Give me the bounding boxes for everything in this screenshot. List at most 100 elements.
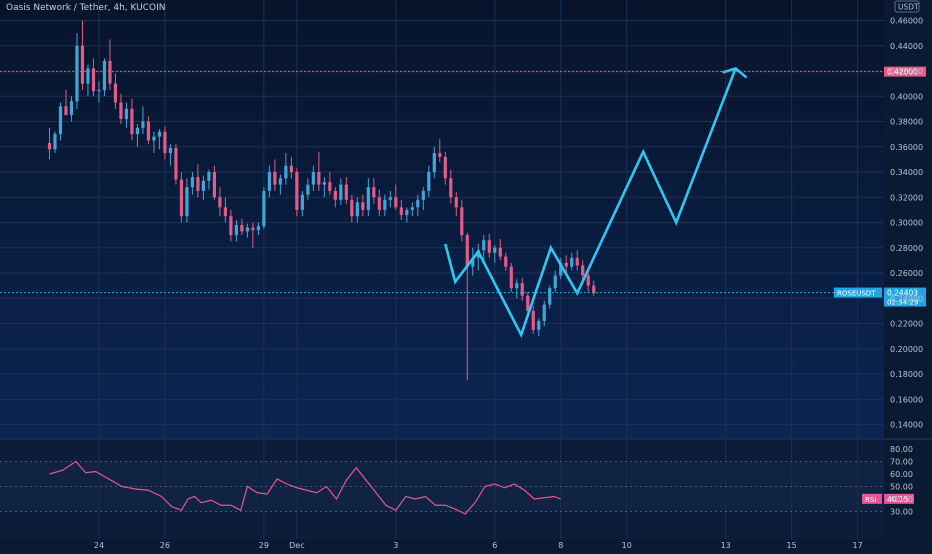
candle-body (526, 295, 530, 311)
price-tick-label: 0.16000 (890, 395, 923, 404)
candle-body (97, 89, 101, 92)
candle-body (245, 227, 249, 232)
price-tick-label: 0.14000 (890, 421, 923, 430)
candle-body (322, 182, 326, 185)
candle-body (520, 283, 524, 296)
candle-body (201, 180, 206, 191)
candle-body (498, 247, 502, 257)
candle-body (361, 202, 365, 210)
projection-arrowhead (722, 67, 748, 79)
candle-body (592, 285, 596, 294)
candle-body (575, 257, 579, 266)
price-tick-label: 0.32000 (890, 193, 923, 202)
price-tick-label: 0.46000 (890, 17, 923, 26)
candle-body (135, 127, 140, 135)
candle-body (333, 190, 337, 200)
candle-body (130, 108, 134, 135)
candle-body (267, 172, 271, 191)
price-tick-label: 0.44000 (890, 42, 923, 51)
time-tick-label: Dec (289, 541, 304, 550)
price-tick-label: 0.28000 (890, 244, 923, 253)
candle-body (504, 256, 508, 267)
candle-body (152, 136, 156, 141)
symbol-tag-label: ROSEUSDT (837, 290, 876, 298)
candle-body (509, 266, 513, 289)
price-tick-label: 0.26000 (890, 269, 923, 278)
price-tick-label: 0.38000 (890, 118, 923, 127)
candle-body (553, 275, 557, 289)
high-price-tag-label: 0.42000 (887, 68, 918, 77)
candle-body (278, 178, 282, 185)
price-tick-label: 0.20000 (890, 345, 923, 354)
rsi-name-label: RSI (865, 496, 876, 504)
candle-body (586, 275, 590, 286)
candle-body (581, 265, 585, 276)
candle-body (493, 247, 497, 253)
current-price-tag-countdown: 02:34:29 (887, 299, 918, 307)
candle-body (80, 45, 85, 84)
current-price-tag-price: 0.24403 (887, 289, 918, 298)
candle-body (548, 288, 552, 305)
candle-body (113, 83, 118, 103)
candle-body (537, 320, 541, 330)
candle-body (300, 194, 304, 210)
candle-body (377, 197, 381, 210)
candle-body (75, 45, 79, 102)
candle-body (212, 172, 217, 198)
candle-body (306, 184, 310, 195)
price-tick-label: 0.34000 (890, 168, 923, 177)
candle-body (399, 207, 403, 215)
projection-path (444, 68, 737, 339)
candle-body (91, 68, 96, 92)
rsi-tick-label: 30.00 (890, 508, 913, 517)
candle-body (366, 187, 370, 210)
candle-body (64, 106, 68, 116)
time-tick-label: 3 (393, 541, 398, 550)
candle-body (207, 172, 211, 181)
candle-body (394, 197, 398, 208)
candle-body (251, 227, 255, 231)
candle-body (482, 240, 486, 251)
chart-title: Oasis Network / Tether, 4h, KUCOIN (6, 3, 166, 13)
candle-body (531, 310, 535, 330)
time-tick-label: 24 (94, 541, 104, 550)
candle-body (157, 131, 162, 137)
candle-body (124, 108, 129, 119)
rsi-tick-label: 70.00 (890, 458, 913, 467)
candle-body (542, 304, 546, 321)
candle-body (196, 177, 200, 191)
rsi-tick-label: 40.00 (890, 495, 913, 504)
currency-box (894, 0, 920, 13)
candle-body (223, 207, 227, 217)
price-tick-label: 0.36000 (890, 143, 923, 152)
candle-body (416, 199, 420, 208)
candle-body (515, 283, 519, 289)
price-tick-label: 0.40000 (890, 92, 923, 101)
candle-body (108, 60, 112, 84)
candle-body (229, 216, 233, 236)
time-tick-label: 13 (721, 541, 731, 550)
price-tick-label: 0.42000 (890, 67, 923, 76)
candle-body (454, 197, 458, 208)
candle-body (146, 121, 151, 141)
candle-body (388, 197, 392, 200)
candle-body (443, 156, 447, 179)
candle-body (53, 134, 57, 150)
high-price-tag (884, 66, 926, 77)
candle-body (240, 225, 244, 232)
candle-body (559, 262, 563, 276)
candle-body (350, 199, 354, 217)
rsi-tick-label: 50.00 (890, 483, 913, 492)
candle-body (427, 172, 431, 191)
candle-body (432, 153, 436, 172)
candle-body (174, 148, 178, 180)
time-tick-label: 10 (622, 541, 632, 550)
candle-body (141, 121, 145, 128)
time-tick-label: 26 (160, 541, 170, 550)
rsi-value-label: 40.15 (887, 495, 909, 504)
candle-body (218, 197, 222, 208)
time-tick-label: 15 (787, 541, 797, 550)
candle-body (163, 131, 167, 154)
candle-body (58, 106, 63, 135)
